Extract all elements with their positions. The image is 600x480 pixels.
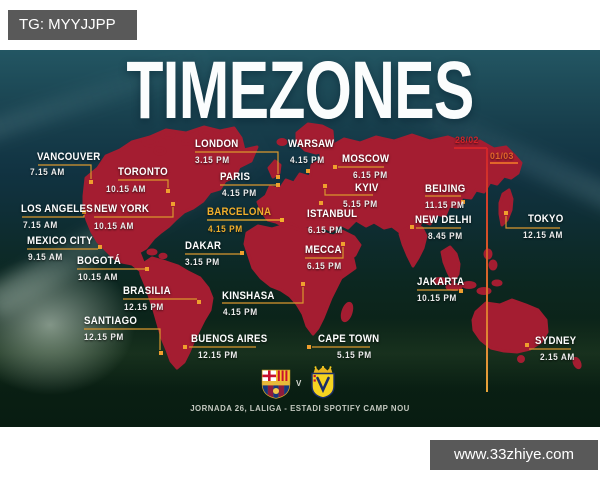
city-name: TOKYO — [528, 213, 564, 225]
city-name: KINSHASA — [222, 290, 275, 302]
city-name: MOSCOW — [342, 153, 390, 165]
city-name: BEIJING — [425, 183, 466, 195]
city-name: MEXICO CITY — [27, 235, 93, 247]
city-name: BRASILIA — [123, 285, 171, 297]
city-time: 8.45 PM — [428, 231, 463, 241]
city-time: 4.15 PM — [222, 188, 257, 198]
city-name: JAKARTA — [417, 276, 465, 288]
city-name: VANCOUVER — [37, 151, 101, 163]
floodlight-flare — [0, 255, 135, 395]
city-name: PARIS — [220, 171, 251, 183]
city-name: LONDON — [195, 138, 239, 150]
city-name: MECCA — [305, 244, 342, 256]
city-time: 9.15 AM — [28, 252, 63, 262]
website-watermark: www.33zhiye.com — [430, 440, 598, 470]
city-name: NEW YORK — [94, 203, 150, 215]
villarreal-crest-icon — [311, 366, 335, 399]
city-time: 6.15 PM — [353, 170, 388, 180]
city-time: 3.15 PM — [195, 155, 230, 165]
city-name: CAPE TOWN — [318, 333, 380, 345]
city-name: WARSAW — [288, 138, 335, 150]
telegram-watermark: TG: MYYJJPP — [8, 10, 137, 40]
city-name: ISTANBUL — [307, 208, 358, 220]
fc-barcelona-crest-icon — [261, 369, 291, 399]
city-time: 5.15 PM — [337, 350, 372, 360]
city-time: 4.15 PM — [223, 307, 258, 317]
city-name: TORONTO — [118, 166, 168, 178]
city-time: 10.15 PM — [417, 293, 457, 303]
city-time: 4.15 PM — [290, 155, 325, 165]
city-time: 7.15 AM — [30, 167, 65, 177]
city-time: 10.15 AM — [78, 272, 119, 282]
city-time: 6.15 PM — [307, 261, 342, 271]
city-time: 12.15 PM — [124, 302, 164, 312]
city-name: BOGOTÁ — [77, 255, 122, 267]
city-name: SYDNEY — [535, 335, 577, 347]
match-caption: JORNADA 26, LALIGA - ESTADI SPOTIFY CAMP… — [190, 404, 410, 413]
city-name: SANTIAGO — [84, 315, 138, 327]
city-time: 12.15 AM — [523, 230, 564, 240]
city-time: 12.15 PM — [84, 332, 124, 342]
city-time: 10.15 AM — [106, 184, 147, 194]
city-time: 12.15 PM — [198, 350, 238, 360]
city-time: 4.15 PM — [208, 224, 243, 234]
versus-separator: V — [296, 379, 302, 388]
city-name: LOS ANGELES — [21, 203, 93, 215]
city-name: KYIV — [355, 182, 379, 194]
city-time: 7.15 AM — [23, 220, 58, 230]
page-title: TIMEZONES — [126, 45, 474, 136]
city-time: 6.15 PM — [308, 225, 343, 235]
city-name: NEW DELHI — [415, 214, 472, 226]
city-time: 11.15 PM — [425, 200, 465, 210]
city-time: 3.15 PM — [185, 257, 220, 267]
city-time: 10.15 AM — [94, 221, 135, 231]
city-name: BUENOS AIRES — [191, 333, 268, 345]
city-name: DAKAR — [185, 240, 222, 252]
city-name: BARCELONA — [207, 206, 272, 218]
city-time: 2.15 AM — [540, 352, 575, 362]
